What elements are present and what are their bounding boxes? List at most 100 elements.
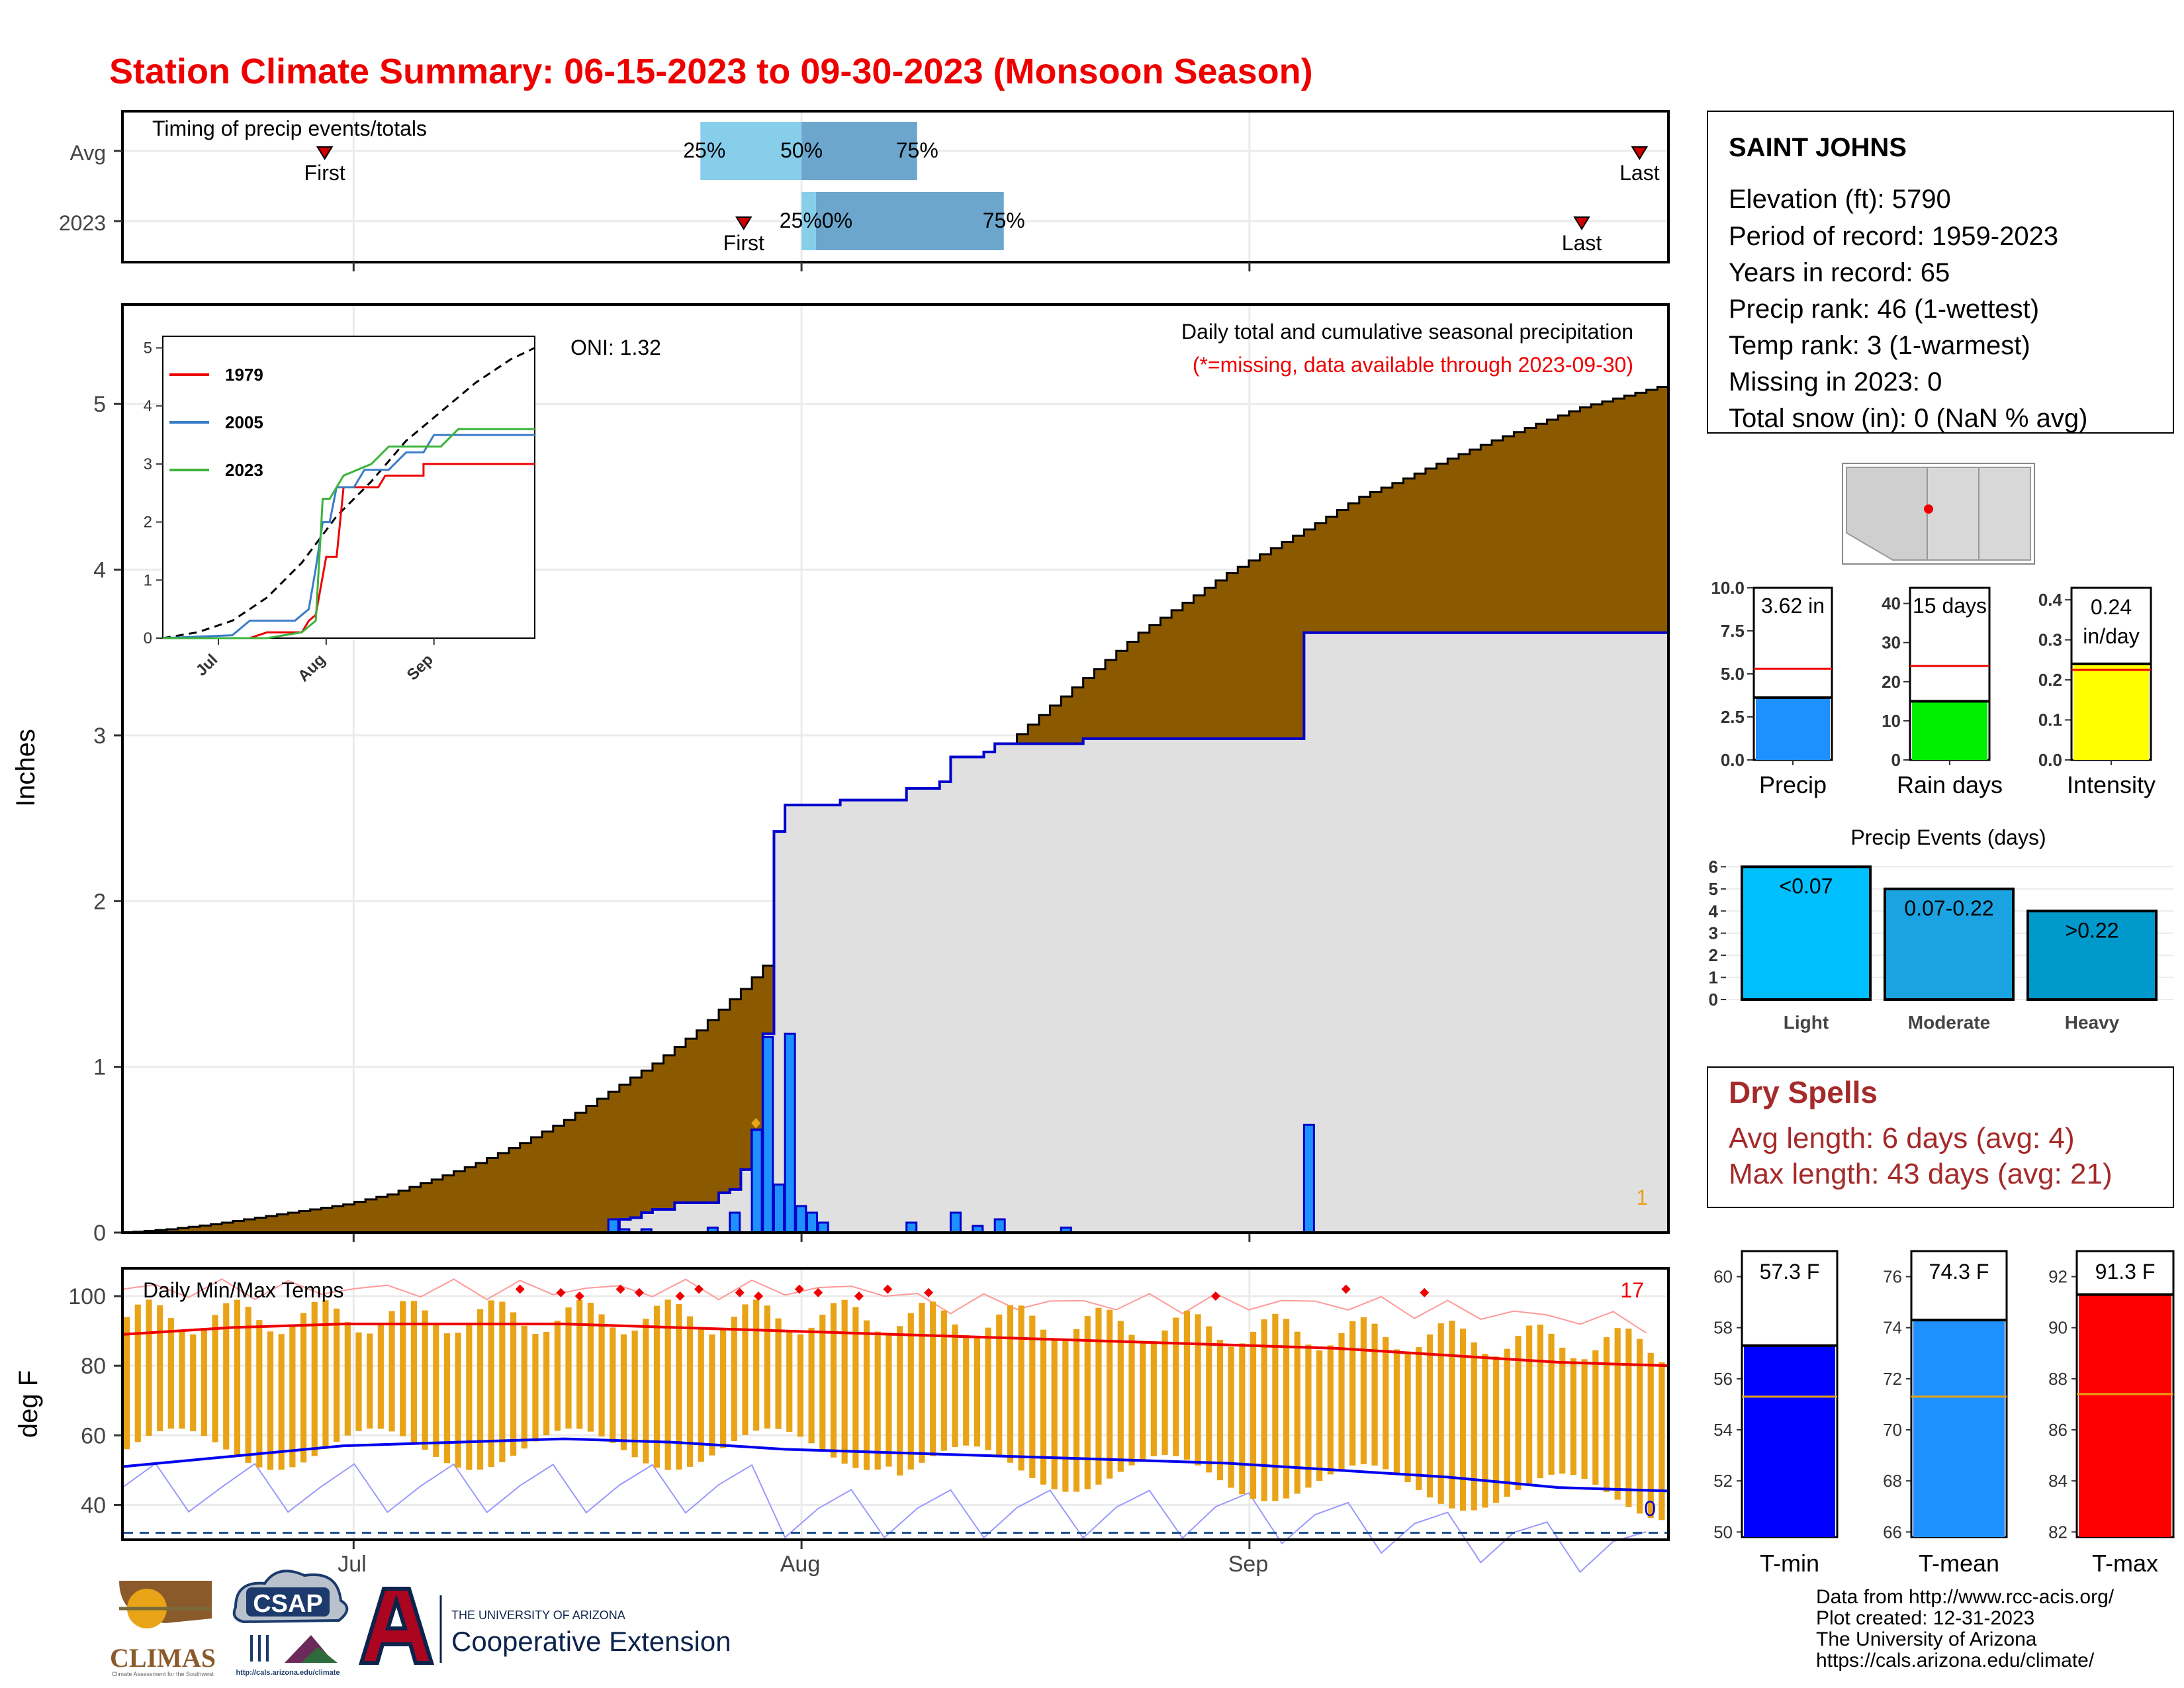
daily-temp-bar [1360, 1317, 1367, 1465]
daily-temp-bar [267, 1331, 274, 1470]
daily-temp-bar [1029, 1315, 1036, 1478]
daily-temp-bar [676, 1304, 682, 1470]
month-tick-jul: Jul [338, 1552, 366, 1577]
daily-temp-bar [1206, 1326, 1212, 1473]
state-locator-map [1842, 463, 2035, 565]
avg-min-line [122, 1437, 1669, 1493]
record-high-marker [515, 1284, 525, 1294]
daily-temp-bar [598, 1314, 605, 1437]
raindays-gauge-tick-label: 0 [1891, 750, 1901, 770]
raindays-gauge-tick-label: 30 [1882, 633, 1901, 653]
precip-missing-note: (*=missing, data available through 2023-… [1193, 353, 1633, 377]
daily-temp-bar [1416, 1347, 1422, 1490]
daily-temp-bar [388, 1311, 395, 1432]
record-high-marker [694, 1284, 704, 1294]
station-line-4: Precip rank: 46 (1-wettest) [1729, 295, 2039, 324]
daily-temp-bar [631, 1331, 638, 1458]
footer-line-1: Data from http://www.rcc-acis.org/ [1816, 1586, 2115, 1608]
record-high-marker [1341, 1284, 1351, 1294]
daily-temp-bar [1305, 1344, 1312, 1488]
record-high-marker [556, 1288, 566, 1297]
daily-temp-bar [300, 1313, 307, 1463]
station-location-dot [1924, 504, 1933, 514]
timing-p75-label: 75% [896, 138, 938, 162]
tmean-gauge-tick-label: 72 [1883, 1369, 1902, 1389]
record-high-marker [615, 1284, 625, 1294]
daily-temp-bar [377, 1325, 384, 1429]
oni-label: ONI: 1.32 [570, 336, 661, 359]
daily-precip-bar [729, 1211, 741, 1234]
record-high-marker [735, 1288, 745, 1297]
raindays-gauge-tick-label: 20 [1882, 672, 1901, 692]
precip-gauge-label: Precip [1759, 771, 1827, 798]
raindays-gauge-label: Rain days [1897, 771, 2003, 798]
tmax-gauge-tick-label: 82 [2048, 1522, 2068, 1542]
daily-temp-bar [963, 1335, 970, 1446]
record-high-marker [574, 1291, 584, 1301]
events-category-label: Moderate [1908, 1012, 1990, 1033]
timing-overlap-label: 25%0% [780, 209, 852, 232]
station-line-7: Total snow (in): 0 (NaN % avg) [1729, 404, 2087, 433]
daily-temp-bar [1647, 1352, 1654, 1519]
precip-gauge-tick-label: 2.5 [1721, 707, 1745, 727]
climas-logo-text: CLIMAS [110, 1643, 216, 1673]
missing-day-marker [751, 1117, 761, 1129]
daily-precip-bar [784, 1033, 796, 1234]
daily-temp-bar [996, 1314, 1003, 1456]
daily-temp-bar [422, 1310, 428, 1450]
timing-first-marker [316, 146, 334, 160]
daily-temp-bar [1040, 1329, 1047, 1485]
tmax-gauge-tick-label: 84 [2048, 1471, 2068, 1491]
daily-temp-bar [433, 1324, 439, 1457]
intensity-gauge-label: Intensity [2067, 771, 2156, 798]
inset-ytick-label: 4 [144, 397, 152, 415]
precip-panel: 0 1 2 3 4 5 Inches Daily total and cumulative… [11, 303, 1670, 1246]
raindays-gauge-fill [1912, 701, 1987, 760]
tmin-gauge-tick-label: 54 [1713, 1420, 1733, 1440]
ua-logo: THE UNIVERSITY OF ARIZONA Cooperative Ex… [358, 1587, 731, 1665]
station-name: SAINT JOHNS [1729, 133, 1907, 162]
missing-count: 1 [1636, 1186, 1648, 1209]
daily-temp-bar [443, 1333, 451, 1464]
daily-temp-bar [278, 1334, 285, 1470]
daily-temp-bar [1548, 1333, 1555, 1475]
daily-temp-bar [808, 1327, 815, 1444]
intensity-gauge-tick-label: 0.0 [2038, 750, 2062, 770]
daily-temp-bar [1526, 1325, 1533, 1484]
daily-temp-bar [1515, 1335, 1522, 1490]
precip-ytick-label: 0 [93, 1221, 106, 1246]
obs-cumulative-line [122, 631, 1668, 1234]
inset-ytick-label: 2 [144, 514, 152, 532]
timing-p25-label: 25% [683, 138, 725, 162]
tmean-gauge-tick-label: 68 [1883, 1471, 1902, 1491]
events-tick-label: 4 [1709, 901, 1719, 921]
tmean-gauge-tick-label: 70 [1883, 1420, 1902, 1440]
daily-precip-bar [817, 1221, 829, 1234]
station-line-5: Temp rank: 3 (1-warmest) [1729, 331, 2030, 360]
tmean-gauge-tick-label: 66 [1883, 1522, 1902, 1542]
tmin-gauge-tick-label: 52 [1713, 1471, 1733, 1491]
daily-temp-bar [488, 1300, 494, 1468]
tmin-gauge-value-label: 57.3 F [1760, 1260, 1820, 1284]
record-high-line [122, 1278, 1647, 1334]
timing-first-marker [735, 216, 752, 230]
raindays-gauge-tick-label: 40 [1882, 594, 1901, 614]
daily-temp-bar [709, 1334, 715, 1456]
footer-line-4: https://cals.arizona.edu/climate/ [1816, 1650, 2095, 1671]
daily-temp-bar [1636, 1338, 1643, 1514]
daily-temp-bar [1393, 1349, 1400, 1476]
events-tick-label: 5 [1709, 879, 1718, 899]
daily-temp-bar [1404, 1353, 1411, 1483]
daily-temp-bar [1095, 1307, 1102, 1485]
daily-temp-bar [940, 1310, 947, 1451]
events-title: Precip Events (days) [1850, 825, 2046, 849]
dry-title: Dry Spells [1729, 1075, 1878, 1109]
daily-temp-bar [124, 1317, 130, 1450]
daily-temp-bar [1371, 1323, 1378, 1466]
daily-temp-bar [1228, 1346, 1234, 1488]
daily-temp-bar [742, 1304, 749, 1435]
daily-temp-bar [245, 1307, 251, 1463]
inset-ytick-label: 1 [144, 571, 152, 589]
daily-temp-bar [653, 1305, 660, 1468]
